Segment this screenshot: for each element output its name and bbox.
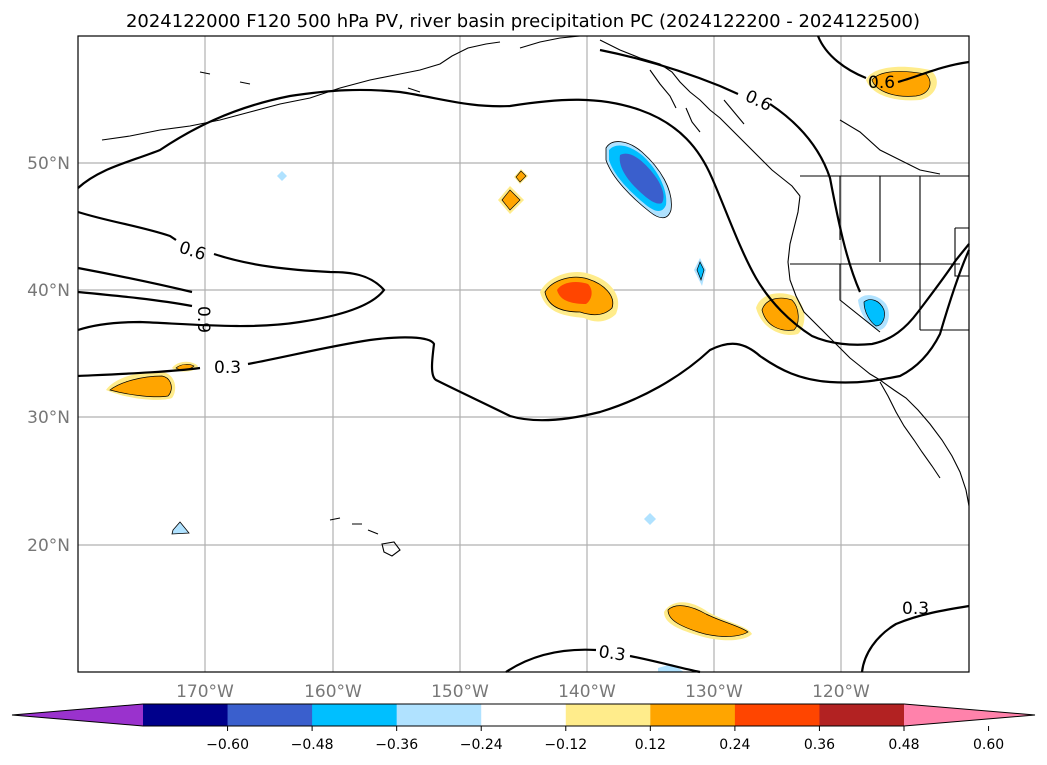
colorbar-segment: [227, 704, 313, 726]
graticule: [78, 36, 969, 672]
colorbar-tick-label: −0.36: [375, 737, 418, 753]
pv-contours: [77, 35, 971, 674]
lon-label: 120°W: [812, 682, 870, 702]
lon-labels: 170°W 160°W 150°W 140°W 130°W 120°W: [176, 682, 870, 702]
lon-label: 140°W: [558, 682, 616, 702]
colorbar-tick-label: 0.36: [804, 737, 835, 753]
map-frame: [77, 35, 970, 673]
colorbar-segment: [819, 704, 905, 726]
colorbar-segment: [312, 704, 398, 726]
colorbar-extend-high: [904, 704, 1035, 726]
colorbar-tick-label: 0.24: [719, 737, 750, 753]
colorbar-segment: [481, 704, 567, 726]
precip-shading: [106, 66, 937, 672]
colorbar-segment: [565, 704, 651, 726]
colorbar-tick-label: −0.60: [206, 737, 249, 753]
lat-label: 50°N: [27, 154, 70, 174]
colorbar-tick-label: −0.48: [291, 737, 334, 753]
colorbar-tick-label: −0.24: [460, 737, 503, 753]
lat-labels: 50°N 40°N 30°N 20°N: [27, 154, 70, 556]
colorbar-outline: [11, 703, 1036, 727]
lat-label: 30°N: [27, 408, 70, 428]
contour-label: 0.3: [214, 358, 241, 378]
colorbar-segment: [734, 704, 820, 726]
contour-label: 0.3: [902, 599, 929, 619]
colorbar-extend-low: [12, 704, 143, 726]
colorbar-tick-label: 0.60: [973, 737, 1004, 753]
lon-label: 150°W: [431, 682, 489, 702]
contour-label: 0.6: [868, 73, 895, 93]
colorbar-segment: [396, 704, 482, 726]
colorbar-tick-label: −0.12: [544, 737, 587, 753]
colorbar-tick-label: 0.12: [635, 737, 666, 753]
colorbar: [11, 703, 1036, 727]
colorbar-tick-label: 0.48: [888, 737, 919, 753]
colorbar-segment: [650, 704, 736, 726]
lon-label: 170°W: [176, 682, 234, 702]
lon-label: 130°W: [685, 682, 743, 702]
contour-label: 0.9: [193, 306, 213, 333]
lon-label: 160°W: [304, 682, 362, 702]
colorbar-segment: [143, 704, 229, 726]
map-background: [78, 36, 969, 672]
contour-label: 0.3: [597, 642, 627, 666]
lat-label: 40°N: [27, 281, 70, 301]
colorbar-ticks: −0.60 −0.48 −0.36 −0.24 −0.12 0.12 0.24 0.36 0.4…: [206, 726, 1004, 753]
lat-label: 20°N: [27, 536, 70, 556]
map-title: 2024122000 F120 500 hPa PV, river basin …: [126, 11, 920, 32]
